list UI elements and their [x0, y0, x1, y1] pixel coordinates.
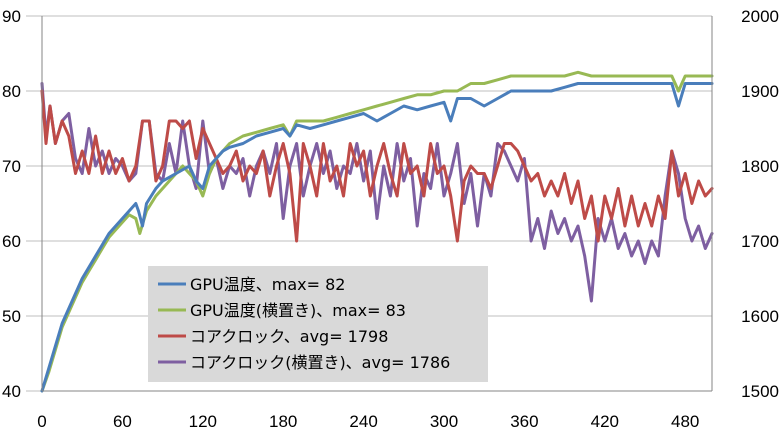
x-tick-label: 360	[510, 412, 538, 431]
y-left-tick-label: 90	[2, 7, 21, 26]
y-right-tick-label: 1800	[741, 157, 779, 176]
x-tick-label: 60	[113, 412, 132, 431]
series-line-0	[40, 82, 714, 393]
y-right-tick-label: 2000	[741, 7, 779, 26]
x-tick-label: 420	[591, 412, 619, 431]
legend-entry-0: GPU温度、max= 82	[190, 275, 345, 294]
legend-entry-2: コアクロック、avg= 1798	[190, 327, 388, 346]
y-right-tick-label: 1900	[741, 82, 779, 101]
y-left-tick-label: 60	[2, 232, 21, 251]
y-right-tick-label: 1600	[741, 307, 779, 326]
y-left-tick-label: 50	[2, 307, 21, 326]
y-right-tick-label: 1500	[741, 382, 779, 401]
series-lines	[40, 70, 714, 393]
legend-entry-1: GPU温度(横置き)、max= 83	[190, 301, 406, 320]
y-left-tick-label: 70	[2, 157, 21, 176]
x-tick-label: 0	[37, 412, 46, 431]
x-tick-label: 180	[269, 412, 297, 431]
y-left-tick-label: 40	[2, 382, 21, 401]
y-left-tick-label: 80	[2, 82, 21, 101]
legend-entry-3: コアクロック(横置き)、avg= 1786	[190, 353, 450, 372]
legend: GPU温度、max= 82 GPU温度(横置き)、max= 83 コアクロック、av…	[148, 266, 488, 382]
y-right-tick-label: 1700	[741, 232, 779, 251]
x-tick-label: 240	[349, 412, 377, 431]
x-tick-label: 300	[430, 412, 458, 431]
series-line-2	[40, 89, 714, 243]
x-tick-label: 120	[189, 412, 217, 431]
legend-box	[148, 266, 488, 382]
x-tick-label: 480	[671, 412, 699, 431]
axes: 40 50 60 70 80 90 1500 1600 1700 1800 1900 2000 0 60 1…	[2, 7, 779, 431]
